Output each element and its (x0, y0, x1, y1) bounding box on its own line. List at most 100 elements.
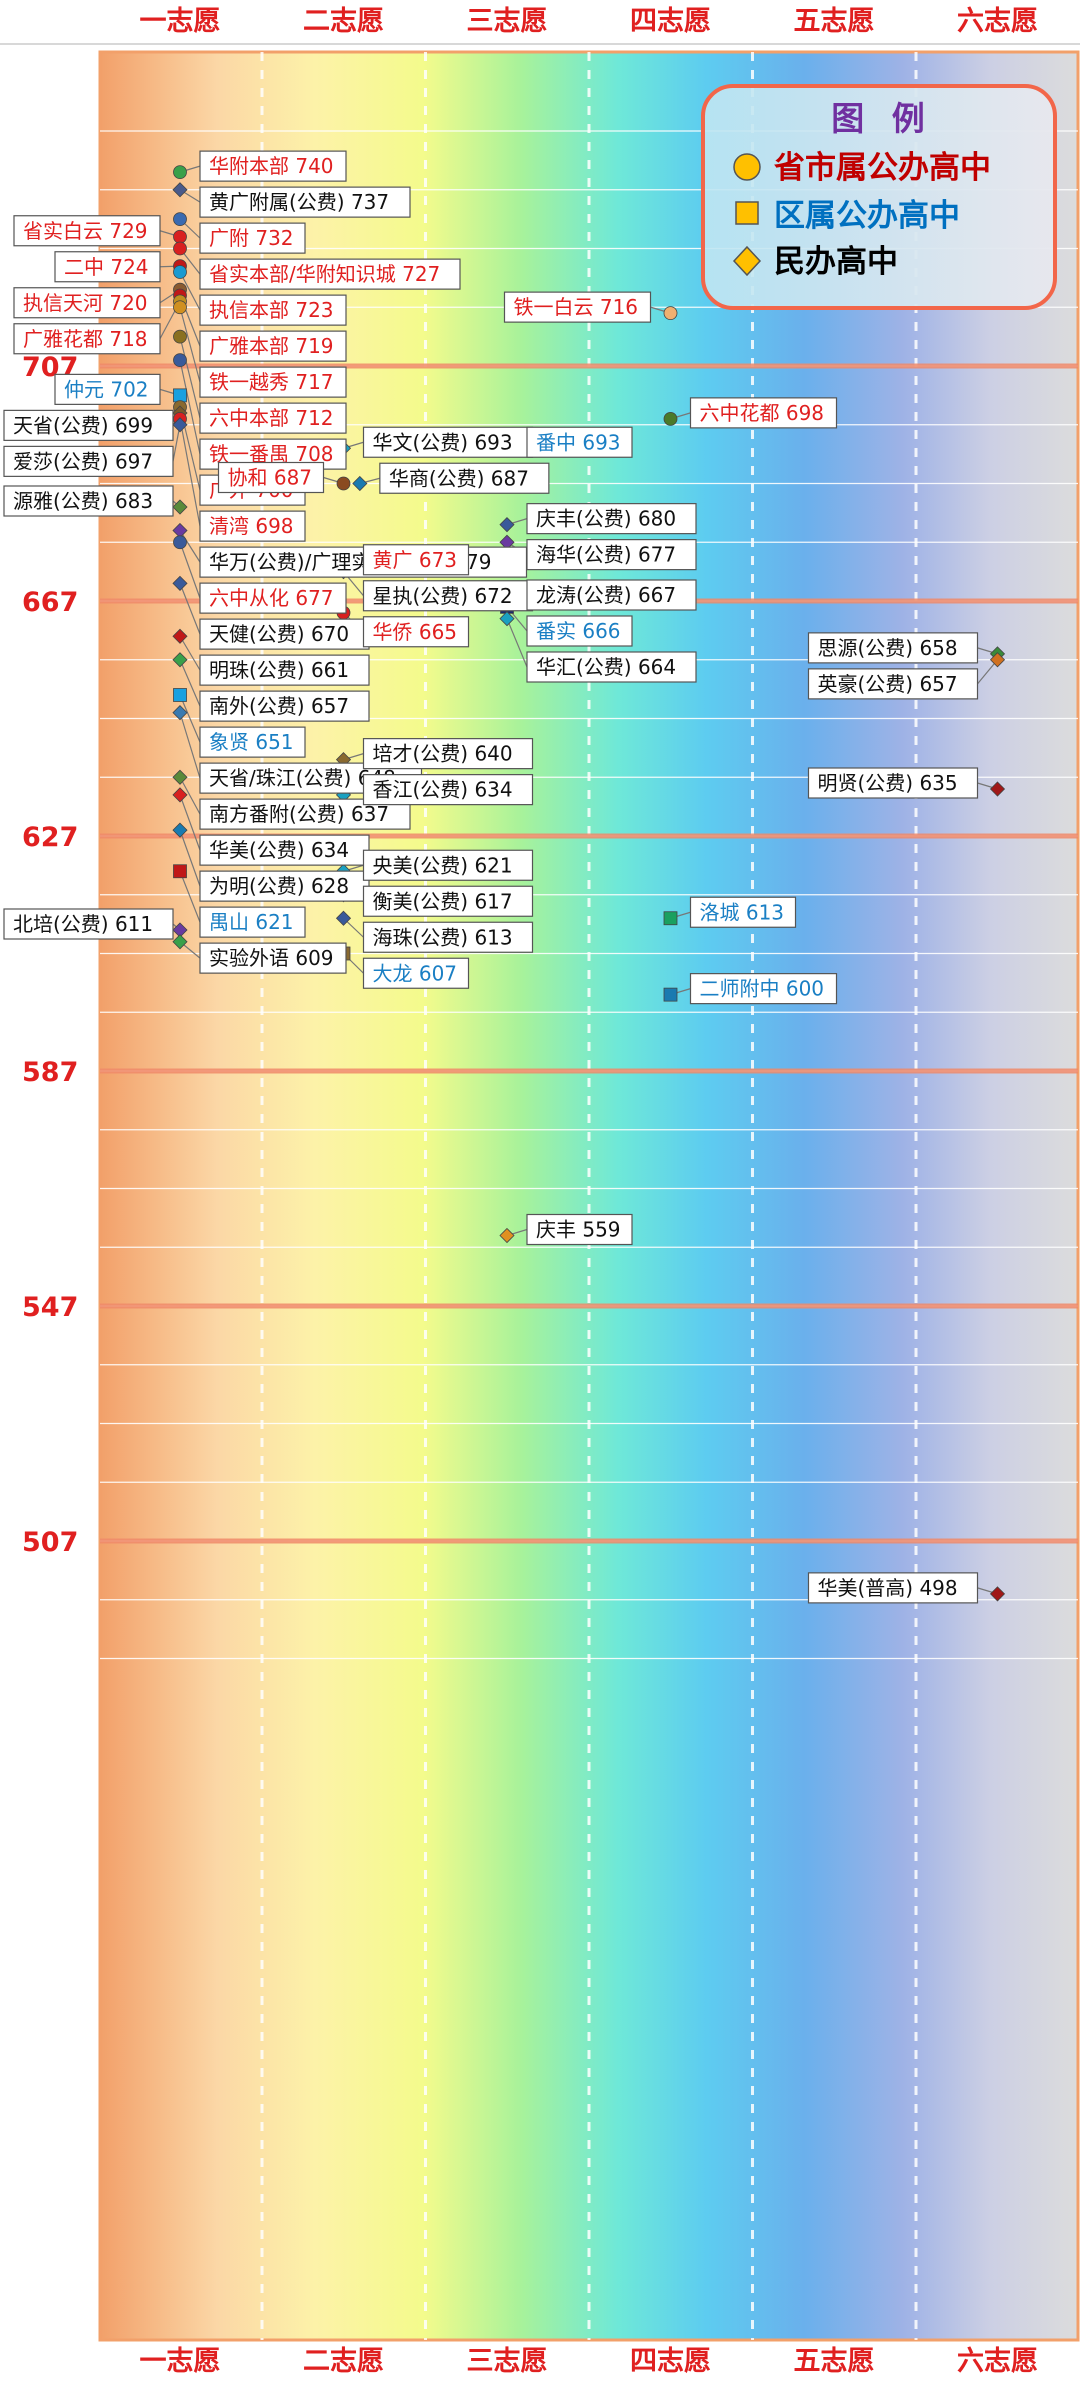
data-label: 华侨 665 (373, 620, 458, 644)
x-axis-label: 二志愿 (303, 2346, 384, 2377)
data-label-box (199, 186, 411, 218)
data-label: 天省(公费) 699 (13, 413, 153, 437)
point-marker-circle (173, 229, 187, 244)
leader-line (179, 360, 201, 455)
data-label: 庆丰 559 (536, 1218, 621, 1242)
point-marker-diamond (499, 517, 515, 533)
point-marker-circle (173, 300, 187, 315)
point-marker-square (663, 911, 678, 926)
x-axis-label: 三志愿 (467, 6, 548, 37)
point-marker-diamond (499, 1227, 515, 1244)
point-marker-diamond (172, 182, 188, 198)
leader-line (179, 776, 201, 815)
x-axis-label: 五志愿 (794, 6, 875, 37)
point-marker-circle (173, 353, 187, 368)
data-label-box (689, 973, 838, 1005)
leader-line (179, 635, 201, 671)
leader-line (179, 583, 201, 635)
data-label: 广雅本部 719 (209, 334, 334, 358)
data-label: 英豪(公费) 657 (818, 672, 958, 696)
data-label: 华美(普高) 498 (818, 1576, 958, 1600)
data-label: 铁一白云 716 (514, 295, 639, 319)
data-label-box (199, 222, 306, 254)
data-label-box (362, 738, 534, 770)
data-label: 华汇(公费) 664 (536, 655, 676, 679)
leader-line (179, 418, 201, 527)
y-tick-label: 587 (22, 1057, 78, 1088)
point-marker-diamond (172, 822, 188, 838)
legend-entry-square: 区属公办高中 (774, 198, 960, 234)
data-label-box (199, 726, 306, 758)
leader-line (179, 829, 201, 887)
data-label: 南外(公费) 657 (209, 694, 349, 718)
leader-line (179, 659, 201, 707)
data-label: 思源(公费) 658 (818, 636, 958, 660)
data-label-box (362, 580, 534, 612)
data-label-box (199, 870, 370, 902)
point-marker-diamond (172, 769, 188, 785)
data-label-box (199, 366, 347, 398)
data-label: 象贤 651 (209, 730, 294, 754)
point-marker-circle (336, 476, 351, 491)
point-marker-circle (173, 535, 187, 550)
data-label-box (379, 462, 550, 494)
data-label: 央美(公费) 621 (373, 853, 513, 877)
data-label: 华美(公费) 634 (209, 838, 349, 862)
data-label-box (13, 287, 161, 319)
leader-line (179, 871, 201, 923)
x-axis-label: 三志愿 (467, 2346, 548, 2377)
data-label: 庆丰(公费) 680 (536, 507, 676, 531)
data-label-box (3, 485, 174, 517)
leader-line (179, 794, 201, 851)
data-label-box (199, 690, 370, 722)
data-label-box (199, 618, 370, 650)
data-label: 衡美(公费) 617 (373, 889, 513, 913)
data-label: 华附本部 740 (209, 154, 334, 178)
data-label-box (199, 906, 306, 938)
data-label-box (13, 215, 161, 247)
data-label: 黄广 673 (373, 548, 458, 572)
legend-circle-icon (733, 153, 761, 181)
data-label: 执信天河 720 (23, 291, 148, 315)
data-label-box (807, 1572, 979, 1604)
data-label-box (526, 1213, 633, 1246)
data-label: 爱莎(公费) 697 (13, 449, 153, 473)
leader-line (179, 271, 201, 311)
data-label-box (503, 291, 652, 323)
point-marker-circle (663, 411, 678, 426)
point-marker-square (173, 688, 187, 702)
point-marker-diamond (172, 787, 188, 803)
data-label-box (526, 503, 697, 535)
data-label-box (199, 294, 347, 326)
data-label: 华文(公费) 693 (373, 430, 513, 454)
data-label: 龙涛(公费) 667 (536, 583, 676, 607)
data-label-box (3, 445, 174, 477)
data-label: 铁一越秀 717 (209, 370, 334, 394)
point-marker-circle (173, 265, 187, 279)
legend-box (701, 84, 1057, 310)
data-label: 禺山 621 (209, 910, 294, 934)
point-marker-diamond (352, 475, 368, 492)
data-label-box (526, 579, 697, 611)
data-label-box (3, 409, 174, 441)
point-marker-circle (663, 306, 678, 321)
legend-entry-diamond: 民办高中 (774, 244, 898, 280)
x-axis-label: 六志愿 (957, 6, 1038, 37)
data-label-box (54, 373, 161, 405)
data-label: 华商(公费) 687 (389, 466, 529, 490)
point-marker-diamond (989, 781, 1006, 797)
data-label-box (54, 251, 161, 283)
data-labels: 华附本部 740 黄广附属(公费) 737 省实白云 729 广附 732 省实本部/华… (3, 150, 979, 1604)
data-label: 明贤(公费) 635 (818, 771, 958, 795)
data-label-box (199, 654, 370, 686)
data-label-box (362, 921, 534, 953)
data-label: 清湾 698 (209, 514, 294, 538)
y-tick-label: 507 (22, 1527, 78, 1558)
point-marker-square (173, 864, 187, 879)
x-axis-label: 一志愿 (140, 2346, 221, 2377)
data-label-box (526, 615, 633, 647)
point-marker-diamond (172, 934, 188, 950)
data-label: 省实白云 729 (23, 219, 148, 243)
point-marker-circle (173, 329, 187, 344)
